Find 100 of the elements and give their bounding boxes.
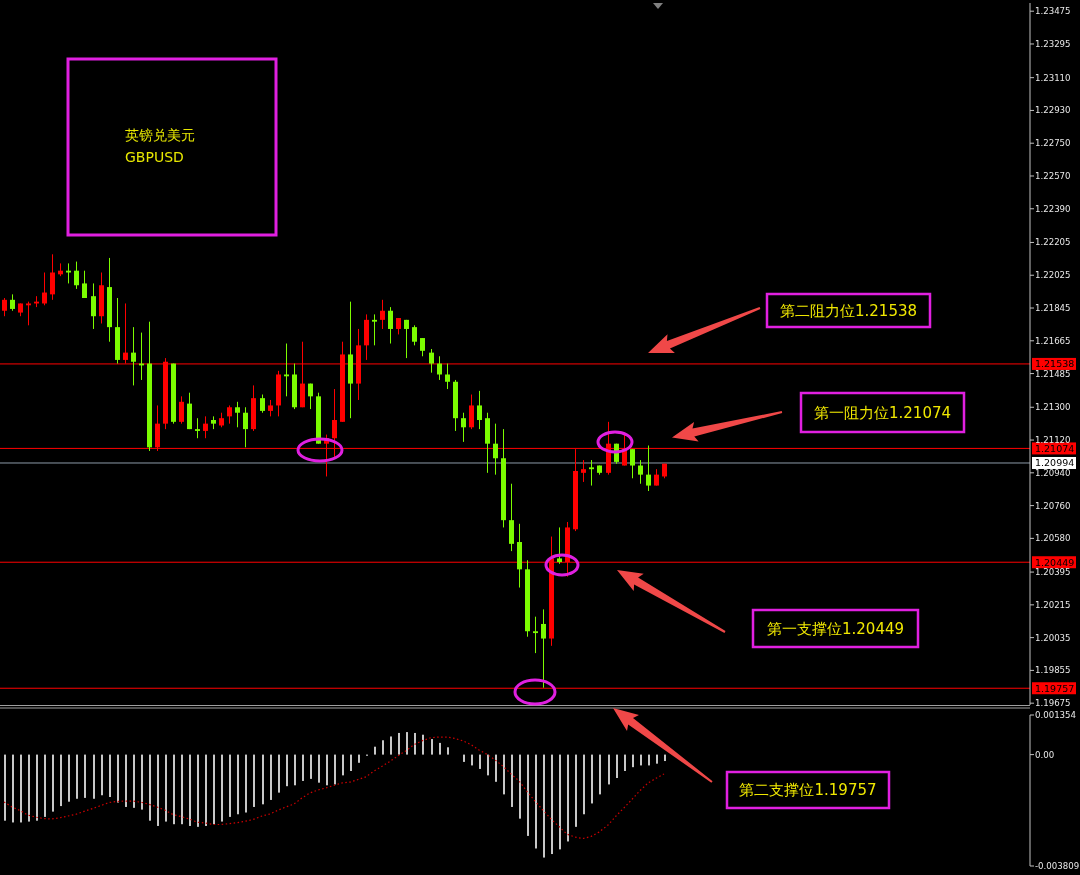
bar <box>117 754 119 803</box>
bar <box>632 754 634 768</box>
ref-line-label: 1.19757 <box>1035 682 1075 694</box>
bar <box>583 754 585 815</box>
bar <box>213 754 215 825</box>
candlestick <box>227 404 232 425</box>
bar <box>68 754 70 802</box>
bar <box>431 739 433 755</box>
candlestick <box>372 313 377 346</box>
bar <box>374 746 376 755</box>
bar <box>479 754 481 769</box>
bar <box>20 754 22 823</box>
y-tick-label: 0.001354 <box>1035 710 1077 721</box>
candlestick <box>380 299 385 330</box>
bar <box>189 754 191 826</box>
bar <box>44 754 46 817</box>
candlestick <box>469 394 474 430</box>
candlestick <box>308 383 313 410</box>
bar <box>76 754 78 799</box>
bar <box>173 754 175 825</box>
candlestick <box>179 395 184 425</box>
bar <box>181 754 183 825</box>
candlestick <box>284 343 289 397</box>
bar <box>599 754 601 795</box>
text: 英镑兑美元 <box>125 127 195 143</box>
candlestick <box>541 608 546 689</box>
candlestick <box>91 282 96 330</box>
bar <box>125 754 127 807</box>
candlestick <box>235 401 240 428</box>
candlestick <box>557 526 562 565</box>
bar <box>334 754 336 785</box>
y-tick-label: 1.22930 <box>1035 105 1071 116</box>
candlestick <box>638 459 643 485</box>
bar <box>12 754 14 823</box>
candlestick <box>26 301 31 326</box>
ref-line-label: 1.20994 <box>1035 457 1075 469</box>
bar <box>519 754 521 819</box>
bar <box>278 754 280 793</box>
bar <box>503 754 505 795</box>
bar <box>487 754 489 776</box>
candlestick <box>461 412 466 443</box>
bar <box>4 754 6 821</box>
candlestick <box>646 445 651 492</box>
bar <box>36 754 38 821</box>
candlestick <box>589 459 594 487</box>
candlestick <box>630 448 635 479</box>
annotation: 第二支撑位1.19757 <box>739 781 877 800</box>
bar <box>551 754 553 855</box>
bar <box>133 754 135 808</box>
bar <box>567 754 569 842</box>
y-tick-label: 1.22570 <box>1035 171 1071 182</box>
bar <box>535 754 537 849</box>
bar <box>511 754 513 807</box>
bar <box>302 754 304 781</box>
bar <box>342 754 344 776</box>
y-tick-label: 1.20760 <box>1035 500 1071 511</box>
bar <box>398 732 400 755</box>
bar <box>406 732 408 755</box>
bar <box>205 754 207 826</box>
bar <box>527 754 529 836</box>
bar <box>310 754 312 779</box>
candlestick <box>195 417 200 439</box>
candlestick <box>50 253 55 301</box>
y-tick-label: 1.20395 <box>1035 567 1071 578</box>
candlestick <box>533 616 538 654</box>
bar <box>575 754 577 827</box>
ref-line-label: 1.21074 <box>1035 442 1075 454</box>
bar <box>624 754 626 771</box>
bar <box>229 754 231 817</box>
bar <box>559 754 561 850</box>
y-tick-label: 1.20940 <box>1035 467 1071 478</box>
bar <box>414 732 416 755</box>
candlestick <box>260 394 265 414</box>
bar <box>262 754 264 805</box>
y-tick-label: -0.003809 <box>1035 861 1080 872</box>
bar <box>60 754 62 807</box>
bar <box>471 754 473 766</box>
bar <box>101 754 103 796</box>
y-tick-label: 1.21845 <box>1035 303 1071 314</box>
bar <box>141 754 143 810</box>
bar <box>318 754 320 783</box>
candlestick <box>581 459 586 483</box>
y-tick-label: 1.22750 <box>1035 138 1071 149</box>
annotation: 第一支撑位1.20449 <box>766 619 905 638</box>
bar <box>109 754 111 798</box>
bar <box>165 754 167 822</box>
candlestick <box>445 363 450 390</box>
candlestick <box>493 423 498 476</box>
candlestick <box>509 483 514 552</box>
bar <box>664 754 666 762</box>
candlestick <box>42 272 47 306</box>
bar <box>640 754 642 766</box>
bar <box>93 754 95 799</box>
bar <box>463 754 465 762</box>
candlestick <box>2 297 7 317</box>
bar <box>608 754 610 785</box>
y-tick-label: 1.19675 <box>1035 698 1071 709</box>
y-tick-label: 1.22025 <box>1035 270 1071 281</box>
bar <box>439 742 441 755</box>
annotation: 第一阻力位1.21074 <box>813 403 952 422</box>
